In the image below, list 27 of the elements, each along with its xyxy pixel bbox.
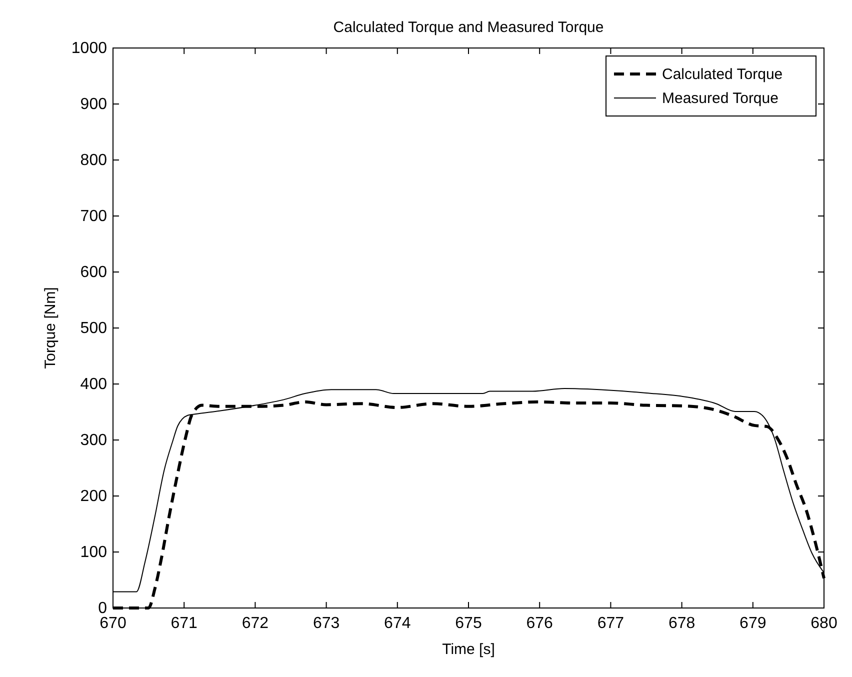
x-axis-title: Time [s]	[442, 641, 495, 658]
x-tick-label: 673	[312, 615, 340, 632]
y-tick-label: 300	[80, 432, 108, 449]
y-tick-label: 700	[80, 208, 108, 225]
y-tick-label: 0	[98, 600, 108, 617]
chart-title: Calculated Torque and Measured Torque	[333, 19, 604, 36]
y-tick-label: 400	[80, 376, 108, 393]
y-tick-label: 600	[80, 264, 108, 281]
y-tick-label: 900	[80, 96, 108, 113]
x-tick-label: 678	[668, 615, 696, 632]
y-tick-label: 500	[80, 320, 108, 337]
x-tick-label: 676	[526, 615, 554, 632]
y-tick-label: 200	[80, 488, 108, 505]
legend-label: Measured Torque	[662, 90, 778, 107]
y-axis-title: Torque [Nm]	[42, 287, 59, 369]
y-tick-label: 800	[80, 152, 108, 169]
y-tick-label: 1000	[71, 40, 108, 57]
legend-label: Calculated Torque	[662, 66, 783, 83]
x-tick-label: 675	[455, 615, 482, 632]
x-tick-label: 680	[810, 615, 838, 632]
x-tick-label: 671	[170, 615, 198, 632]
x-tick-label: 672	[242, 615, 269, 632]
x-tick-label: 670	[100, 615, 126, 632]
x-tick-label: 679	[740, 615, 766, 632]
x-tick-label: 677	[597, 615, 624, 632]
y-tick-label: 100	[80, 544, 108, 561]
x-tick-label: 674	[384, 615, 411, 632]
